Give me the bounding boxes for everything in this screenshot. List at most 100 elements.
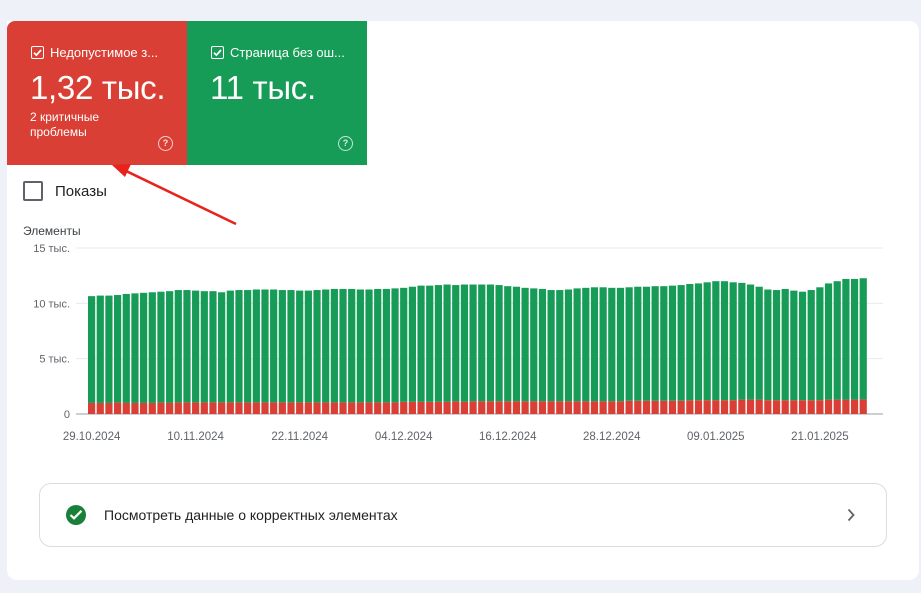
bar-invalid [330, 402, 338, 414]
valid-summary-card[interactable]: Страница без ош... 11 тыс. ? [187, 21, 367, 165]
bar-valid [192, 290, 200, 403]
bar-invalid [148, 402, 156, 414]
invalid-summary-card[interactable]: Недопустимое з... 1,32 тыс. 2 критичные … [7, 21, 187, 165]
invalid-card-header[interactable]: Недопустимое з... [31, 45, 171, 60]
bar-valid [218, 292, 226, 403]
y-tick-label: 15 тыс. [33, 243, 70, 255]
bar-invalid [859, 399, 867, 414]
bar-invalid [382, 402, 390, 414]
bar-valid [608, 287, 616, 402]
view-valid-items-link[interactable]: Посмотреть данные о корректных элементах [39, 483, 887, 547]
bar-valid [538, 288, 547, 402]
bar-invalid [590, 401, 599, 414]
bar-valid [781, 288, 789, 401]
impressions-toggle[interactable]: Показы [23, 181, 107, 201]
help-circle-icon[interactable]: ? [158, 136, 173, 151]
bar-valid [729, 282, 737, 401]
bar-invalid [781, 400, 789, 414]
bar-invalid [114, 402, 122, 414]
bar-valid [183, 290, 191, 403]
bar-valid [625, 287, 633, 401]
impressions-label: Показы [55, 182, 107, 200]
bar-invalid [452, 401, 460, 414]
bar-invalid [434, 401, 442, 414]
bar-valid [772, 290, 781, 401]
bar-valid [426, 285, 434, 402]
valid-checkbox-icon[interactable] [211, 46, 224, 59]
bar-invalid [573, 401, 581, 414]
bar-invalid [755, 399, 763, 414]
bar-invalid [209, 402, 217, 414]
bar-valid [469, 284, 477, 402]
bar-valid [660, 286, 668, 401]
bar-valid [174, 290, 182, 403]
bar-valid [573, 288, 581, 402]
bar-valid [634, 286, 642, 401]
bar-invalid [547, 401, 555, 414]
valid-card-value: 11 тыс. [210, 69, 316, 106]
bar-invalid [426, 401, 434, 414]
bar-invalid [140, 402, 148, 414]
bar-valid [330, 288, 338, 403]
bar-invalid [712, 400, 720, 414]
bar-valid [365, 289, 373, 403]
bar-invalid [443, 401, 451, 414]
bar-invalid [478, 401, 486, 414]
bar-invalid [460, 401, 469, 414]
bar-valid [478, 284, 486, 402]
bar-invalid [339, 402, 347, 414]
bar-valid [417, 285, 425, 402]
bar-invalid [88, 402, 96, 414]
bar-invalid [538, 401, 547, 414]
bar-valid [720, 281, 729, 401]
bar-invalid [668, 400, 677, 414]
bar-invalid [235, 402, 243, 414]
bar-invalid [304, 402, 312, 414]
bar-valid [798, 291, 807, 401]
impressions-checkbox[interactable] [23, 181, 43, 201]
bar-valid [261, 289, 269, 403]
bar-valid [495, 285, 503, 402]
bar-valid [755, 286, 763, 400]
bar-invalid [166, 402, 174, 414]
bar-valid [547, 290, 555, 402]
bar-valid [200, 291, 208, 403]
bar-valid [244, 290, 252, 403]
bar-invalid [850, 399, 859, 414]
chevron-right-icon[interactable] [846, 508, 856, 522]
bar-valid [460, 284, 469, 402]
bar-valid [235, 290, 243, 403]
bar-valid [512, 286, 521, 402]
bar-invalid [270, 402, 278, 414]
bar-invalid [313, 402, 321, 414]
bar-invalid [824, 399, 833, 414]
bar-invalid [703, 400, 711, 414]
bar-invalid [842, 399, 850, 414]
help-circle-icon[interactable]: ? [338, 136, 353, 151]
bar-invalid [790, 400, 798, 414]
bar-valid [270, 289, 278, 403]
bar-valid [712, 281, 720, 401]
bar-invalid [556, 401, 564, 414]
bar-invalid [616, 401, 625, 414]
valid-card-header[interactable]: Страница без ош... [211, 45, 351, 60]
bar-valid [764, 289, 772, 401]
bar-valid [434, 285, 442, 402]
bar-invalid [322, 402, 330, 414]
bar-invalid [183, 402, 191, 414]
bar-invalid [400, 401, 408, 414]
bar-valid [677, 285, 685, 401]
bar-invalid [720, 400, 729, 414]
bar-invalid [816, 400, 824, 414]
bar-valid [833, 281, 841, 400]
bar-valid [668, 285, 677, 401]
bar-valid [504, 286, 512, 402]
bar-valid [382, 288, 390, 403]
bar-invalid [486, 401, 495, 414]
bar-invalid [244, 402, 252, 414]
bar-valid [790, 290, 798, 401]
invalid-checkbox-icon[interactable] [31, 46, 44, 59]
bar-valid [96, 295, 104, 403]
bar-invalid [122, 402, 130, 414]
bar-invalid [218, 402, 226, 414]
